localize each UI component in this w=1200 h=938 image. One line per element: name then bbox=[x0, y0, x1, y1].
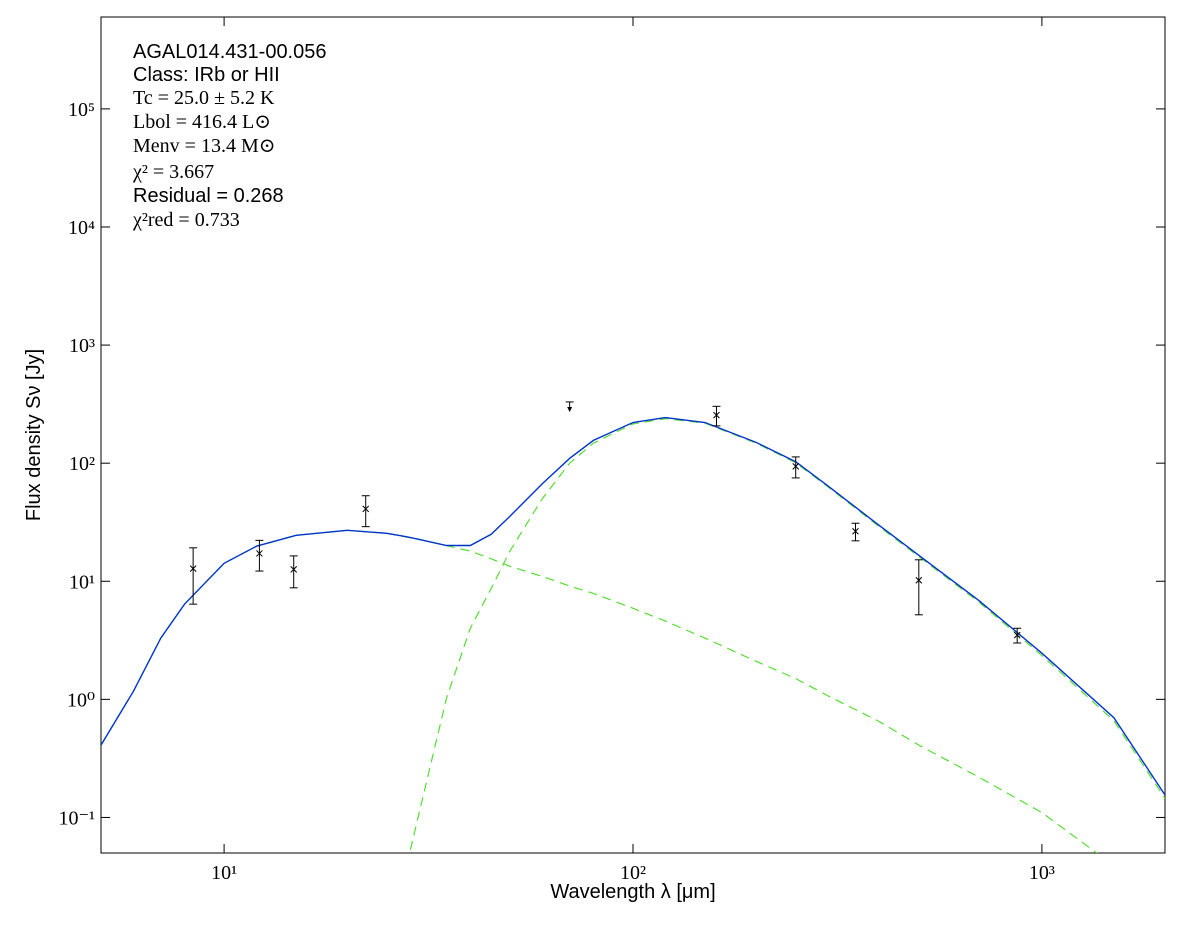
curves bbox=[101, 416, 1165, 853]
data-point bbox=[256, 550, 263, 557]
y-tick-label: 10⁴ bbox=[68, 217, 95, 239]
annotation: Class: IRb or HII bbox=[133, 64, 280, 86]
data-point bbox=[852, 527, 859, 535]
upper-limit-arrow bbox=[567, 406, 573, 412]
annotation: AGAL014.431-00.056 bbox=[133, 41, 327, 63]
x-tick-label: 10³ bbox=[1029, 862, 1055, 884]
y-tick-label: 10⁰ bbox=[67, 689, 95, 711]
data-point bbox=[290, 566, 298, 573]
x-axis-label: Wavelength λ [μm] bbox=[550, 881, 715, 903]
annotation: χ²red = 0.733 bbox=[132, 209, 240, 231]
y-tick-label: 10⁻¹ bbox=[58, 807, 95, 829]
component-curve bbox=[408, 418, 1165, 853]
data-point bbox=[362, 505, 370, 513]
annotation: Lbol = 416.4 L⊙ bbox=[133, 111, 271, 133]
data-point bbox=[189, 565, 197, 572]
annotation: Menv = 13.4 M⊙ bbox=[133, 135, 275, 157]
data-point bbox=[792, 462, 800, 470]
y-axis-label: Flux density Sν [Jy] bbox=[23, 349, 45, 521]
y-tick-label: 10¹ bbox=[69, 571, 95, 593]
y-tick-label: 10³ bbox=[69, 335, 95, 357]
total-curve bbox=[101, 416, 1165, 796]
y-tick-label: 10² bbox=[69, 453, 95, 475]
annotation: Residual = 0.268 bbox=[133, 185, 284, 207]
data-point bbox=[713, 411, 720, 419]
annotation: Tc = 25.0 ± 5.2 K bbox=[133, 87, 275, 109]
annotation: χ² = 3.667 bbox=[132, 161, 214, 183]
data-point bbox=[1013, 631, 1021, 639]
plot-frame bbox=[100, 16, 1166, 854]
x-tick-label: 10¹ bbox=[211, 862, 237, 884]
data-point bbox=[915, 576, 923, 584]
y-tick-label: 10⁵ bbox=[68, 99, 95, 121]
x-tick-label: 10² bbox=[620, 862, 646, 884]
